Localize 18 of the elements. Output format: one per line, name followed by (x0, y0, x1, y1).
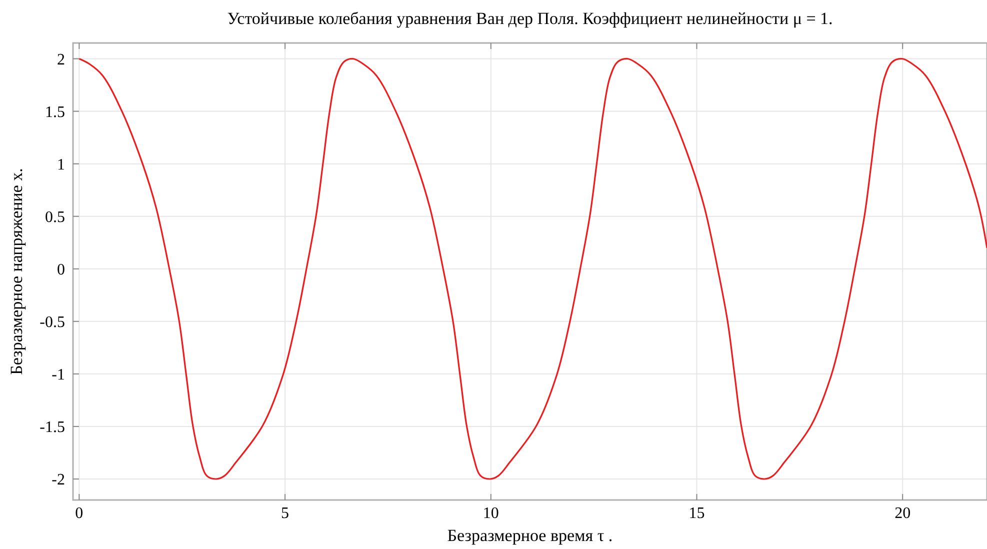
line-series (78, 58, 987, 480)
x-tick-label: 15 (688, 505, 705, 522)
y-tick-label: 1 (57, 156, 65, 174)
x-tick-label: 10 (482, 505, 499, 522)
y-tick-label: -0.5 (40, 314, 65, 331)
y-axis-title: Безразмерное напряжение x. (7, 168, 26, 375)
y-tick-label: -1.5 (40, 419, 65, 436)
y-tick-label: -1 (52, 366, 65, 384)
x-axis-title: Безразмерное время τ . (447, 526, 613, 545)
y-tick-label: 0 (57, 261, 65, 278)
chart-title: Устойчивые колебания уравнения Ван дер Поля. Коэффициент нелинейности μ = 1. (227, 9, 833, 28)
x-tick-label: 20 (894, 505, 911, 522)
y-tick-label: 0.5 (45, 208, 65, 226)
y-tick-label: -2 (52, 472, 65, 489)
x-tick-label: 5 (281, 505, 290, 522)
y-tick-label: 2 (57, 51, 65, 68)
x-tick-label: 0 (75, 505, 84, 522)
y-tick-label: 1.5 (45, 104, 65, 121)
